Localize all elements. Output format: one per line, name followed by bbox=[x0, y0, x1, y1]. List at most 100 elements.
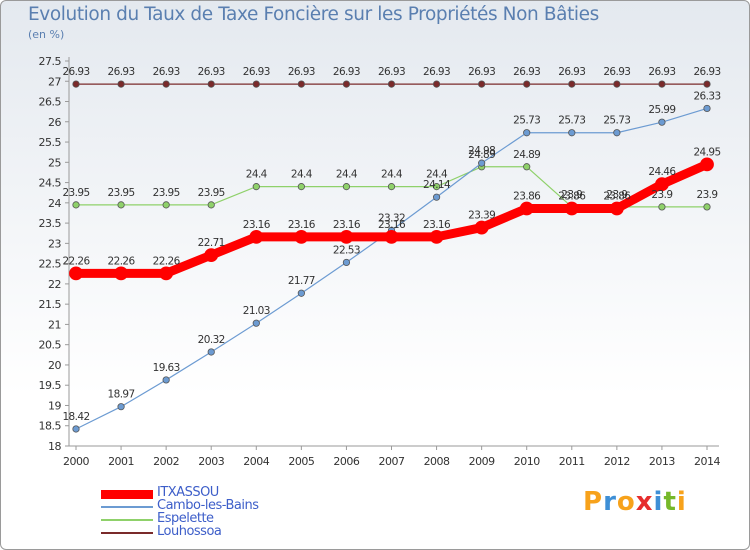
y-tick-label: 26 bbox=[48, 116, 61, 129]
y-tick-label: 24.5 bbox=[39, 177, 62, 190]
data-point bbox=[342, 183, 351, 191]
chart-title: Evolution du Taux de Taxe Foncière sur l… bbox=[28, 4, 599, 25]
data-label: 26.93 bbox=[693, 66, 720, 78]
y-tick-label: 22.5 bbox=[39, 258, 62, 271]
x-tick-label: 2001 bbox=[108, 455, 134, 468]
data-label: 22.26 bbox=[108, 255, 136, 267]
data-label: 24.4 bbox=[381, 169, 403, 181]
data-point bbox=[658, 80, 666, 88]
data-point bbox=[114, 266, 128, 281]
data-label: 26.93 bbox=[558, 66, 585, 78]
data-point bbox=[478, 80, 486, 88]
data-label: 23.9 bbox=[651, 189, 672, 201]
data-point bbox=[432, 193, 441, 201]
data-point bbox=[342, 80, 351, 88]
data-point bbox=[432, 183, 441, 191]
data-label: 25.73 bbox=[603, 115, 630, 127]
data-point bbox=[207, 348, 215, 356]
data-label: 23.86 bbox=[558, 191, 586, 203]
data-point bbox=[478, 159, 486, 167]
data-point bbox=[703, 80, 711, 88]
y-tick-label: 18 bbox=[48, 440, 61, 453]
legend-item: Louhossoa bbox=[101, 524, 361, 540]
data-label: 24.14 bbox=[423, 179, 451, 191]
data-point bbox=[519, 201, 534, 216]
data-label: 26.93 bbox=[648, 66, 675, 78]
data-point bbox=[207, 80, 215, 88]
data-label: 26.93 bbox=[153, 66, 180, 78]
data-point bbox=[69, 266, 83, 281]
logo-letter: t bbox=[663, 487, 677, 517]
data-label: 26.93 bbox=[378, 66, 405, 78]
data-point bbox=[658, 118, 666, 126]
x-tick-label: 2013 bbox=[649, 455, 675, 468]
data-label: 26.93 bbox=[62, 66, 89, 78]
data-label: 20.32 bbox=[198, 334, 225, 346]
data-point bbox=[613, 80, 621, 88]
data-point bbox=[252, 319, 260, 327]
y-tick-label: 25 bbox=[48, 156, 61, 169]
data-label: 23.95 bbox=[198, 187, 225, 199]
data-label: 24.95 bbox=[693, 146, 720, 158]
data-label: 18.97 bbox=[108, 389, 135, 401]
data-point bbox=[162, 80, 170, 88]
data-point bbox=[72, 80, 80, 88]
y-tick-label: 23 bbox=[48, 237, 61, 250]
data-point bbox=[384, 229, 399, 244]
data-point bbox=[523, 163, 531, 171]
y-tick-label: 27.5 bbox=[39, 55, 62, 68]
data-label: 26.93 bbox=[243, 66, 270, 78]
x-tick-label: 2000 bbox=[63, 455, 89, 468]
legend-swatch bbox=[101, 519, 153, 521]
data-point bbox=[117, 80, 125, 88]
data-point bbox=[523, 80, 531, 88]
y-tick-label: 18.5 bbox=[39, 420, 62, 433]
data-label: 22.26 bbox=[153, 255, 181, 267]
data-label: 25.73 bbox=[513, 115, 540, 127]
data-label: 23.16 bbox=[288, 219, 316, 231]
y-tick-label: 24 bbox=[48, 197, 61, 210]
data-label: 19.63 bbox=[153, 362, 180, 374]
x-tick-label: 2007 bbox=[379, 455, 405, 468]
data-label: 18.42 bbox=[62, 411, 89, 423]
data-label: 24.46 bbox=[648, 166, 676, 178]
data-label: 24.4 bbox=[291, 169, 313, 181]
data-label: 24.4 bbox=[426, 169, 448, 181]
x-tick-label: 2010 bbox=[514, 455, 540, 468]
data-label: 23.39 bbox=[468, 210, 495, 222]
data-label: 23.95 bbox=[108, 187, 135, 199]
data-point bbox=[703, 104, 711, 113]
data-label: 23.86 bbox=[513, 191, 541, 203]
legend-swatch bbox=[101, 489, 153, 499]
x-tick-label: 2011 bbox=[559, 455, 585, 468]
y-tick-label: 19.5 bbox=[39, 379, 62, 392]
data-point bbox=[568, 80, 576, 88]
legend-item: Espelette bbox=[101, 511, 361, 527]
legend-item: Cambo-les-Bains bbox=[101, 498, 361, 514]
data-point bbox=[162, 201, 170, 209]
data-point bbox=[294, 229, 309, 244]
data-label: 21.03 bbox=[243, 305, 270, 317]
y-tick-label: 22 bbox=[48, 278, 61, 291]
data-label: 25.73 bbox=[558, 115, 585, 127]
data-point bbox=[564, 201, 579, 216]
data-point bbox=[523, 129, 531, 137]
data-point bbox=[432, 80, 441, 88]
data-label: 22.26 bbox=[62, 255, 90, 267]
data-label: 23.9 bbox=[561, 189, 582, 201]
data-point bbox=[568, 129, 576, 137]
data-label: 26.93 bbox=[198, 66, 225, 78]
data-point bbox=[609, 201, 624, 216]
data-label: 23.32 bbox=[378, 212, 405, 224]
data-point bbox=[658, 203, 666, 211]
data-label: 23.9 bbox=[606, 189, 627, 201]
data-label: 21.77 bbox=[288, 275, 315, 287]
data-point bbox=[387, 80, 396, 88]
data-label: 23.16 bbox=[243, 219, 271, 231]
data-label: 23.86 bbox=[603, 191, 631, 203]
logo-letter: x bbox=[635, 487, 654, 517]
data-point bbox=[249, 229, 264, 244]
data-label: 26.93 bbox=[603, 66, 630, 78]
